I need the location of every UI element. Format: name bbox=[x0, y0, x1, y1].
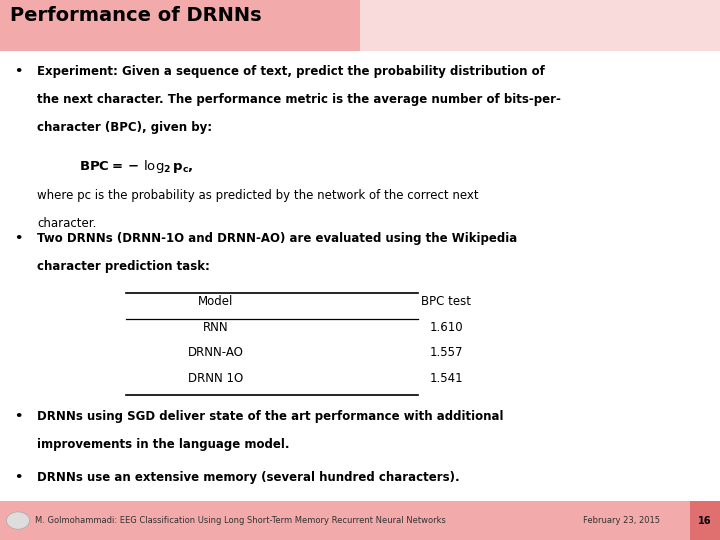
Text: character (BPC), given by:: character (BPC), given by: bbox=[37, 121, 212, 134]
Text: DRNN-AO: DRNN-AO bbox=[188, 346, 244, 359]
Text: the next character. The performance metric is the average number of bits-per-: the next character. The performance metr… bbox=[37, 93, 562, 106]
Text: •: • bbox=[14, 232, 23, 245]
Text: 1.557: 1.557 bbox=[430, 346, 463, 359]
Text: improvements in the language model.: improvements in the language model. bbox=[37, 438, 290, 451]
Bar bbox=[0, 501, 720, 540]
Text: •: • bbox=[14, 65, 23, 78]
Bar bbox=[360, 0, 720, 51]
Text: BPC test: BPC test bbox=[421, 295, 472, 308]
Text: •: • bbox=[14, 410, 23, 423]
Bar bbox=[0, 0, 720, 51]
Text: 1.541: 1.541 bbox=[430, 372, 463, 384]
Text: Experiment: Given a sequence of text, predict the probability distribution of: Experiment: Given a sequence of text, pr… bbox=[37, 65, 545, 78]
Text: Model: Model bbox=[198, 295, 234, 308]
Text: DRNN 1O: DRNN 1O bbox=[189, 372, 243, 384]
Text: Two DRNNs (DRNN-1O and DRNN-AO) are evaluated using the Wikipedia: Two DRNNs (DRNN-1O and DRNN-AO) are eval… bbox=[37, 232, 518, 245]
Text: where pᴄ is the probability as predicted by the network of the correct next: where pᴄ is the probability as predicted… bbox=[37, 189, 479, 202]
Text: $\mathbf{BPC = -\,\log_2 p_c\mathbf{,}}$: $\mathbf{BPC = -\,\log_2 p_c\mathbf{,}}$ bbox=[79, 158, 194, 175]
Bar bbox=[690, 501, 720, 540]
Text: February 23, 2015: February 23, 2015 bbox=[583, 516, 660, 525]
Text: RNN: RNN bbox=[203, 321, 229, 334]
Text: •: • bbox=[14, 470, 23, 483]
Text: 1.610: 1.610 bbox=[430, 321, 463, 334]
Text: DRNNs using SGD deliver state of the art performance with additional: DRNNs using SGD deliver state of the art… bbox=[37, 410, 504, 423]
Text: DRNNs use an extensive memory (several hundred characters).: DRNNs use an extensive memory (several h… bbox=[37, 470, 460, 483]
Text: M. Golmohammadi: EEG Classification Using Long Short-Term Memory Recurrent Neura: M. Golmohammadi: EEG Classification Usin… bbox=[35, 516, 446, 525]
Text: 16: 16 bbox=[698, 516, 711, 525]
Text: character.: character. bbox=[37, 217, 96, 230]
Circle shape bbox=[6, 512, 30, 529]
Text: character prediction task:: character prediction task: bbox=[37, 260, 210, 273]
Text: Performance of DRNNs: Performance of DRNNs bbox=[10, 6, 261, 25]
